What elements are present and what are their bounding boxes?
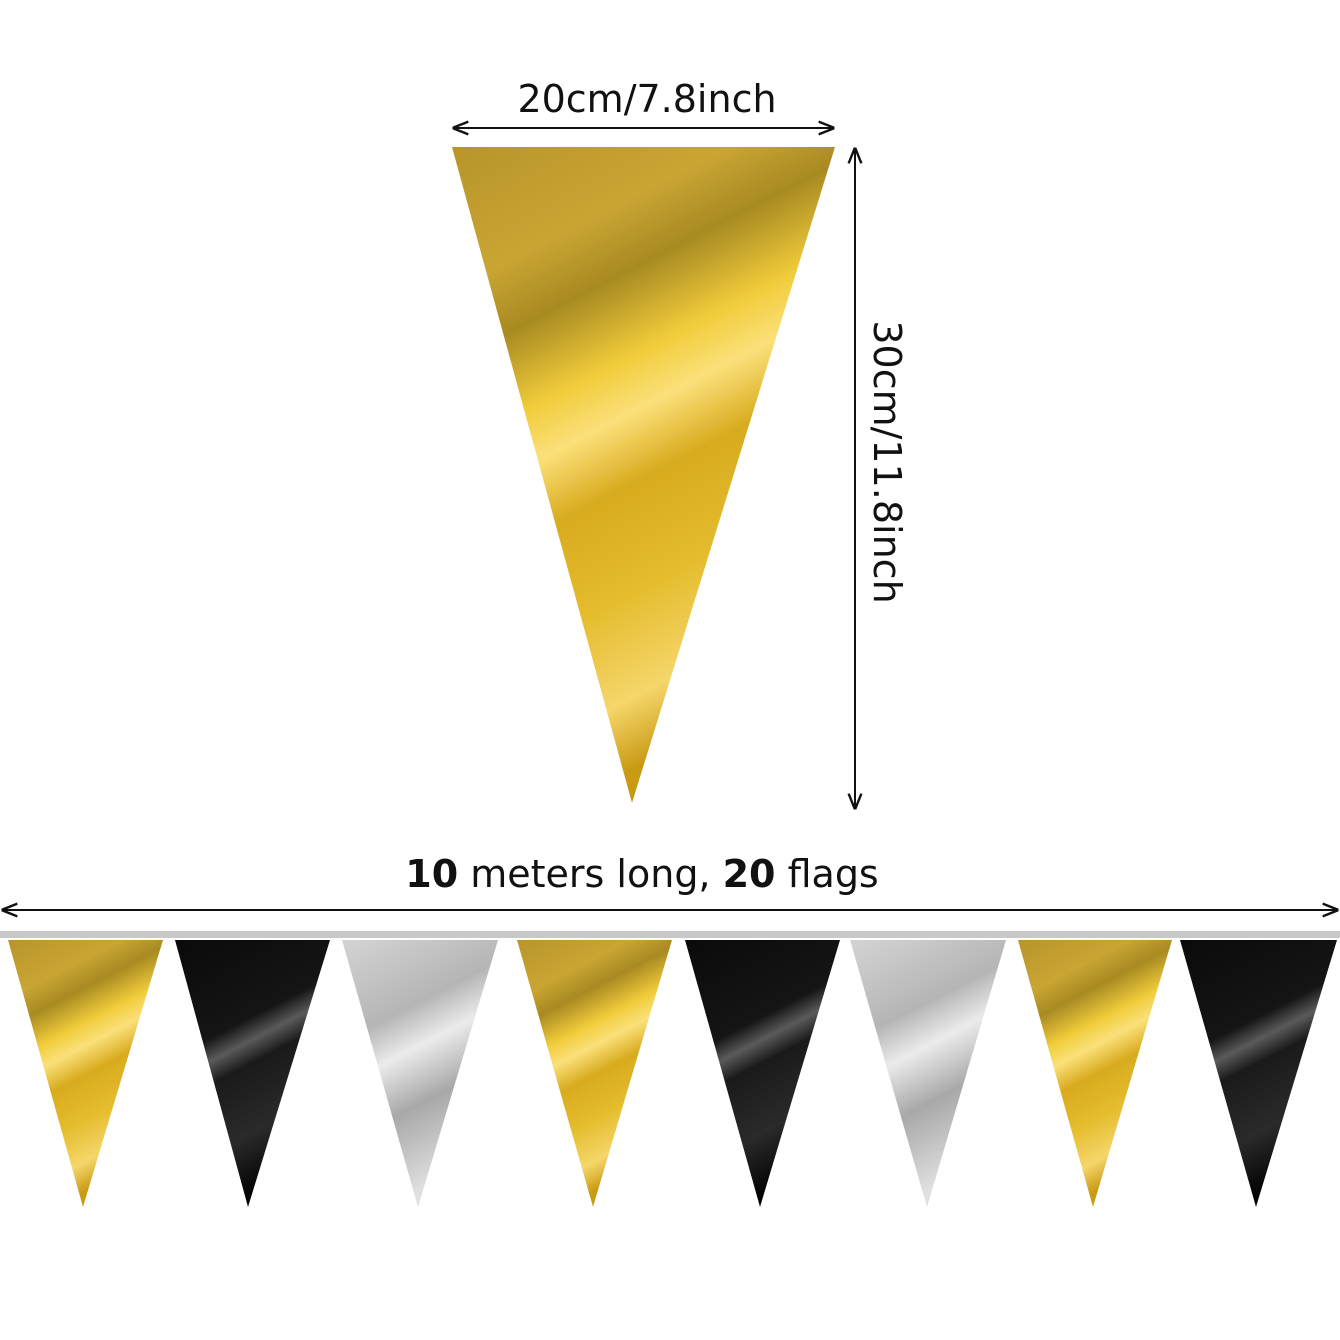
flag-count: 20: [723, 852, 776, 896]
flag: [517, 940, 672, 1207]
bunting-string: [0, 931, 1340, 938]
flag-text: flags: [788, 852, 879, 896]
flag: [8, 940, 163, 1207]
length-text: meters long,: [470, 852, 710, 896]
flag: [1018, 940, 1172, 1207]
flag: [175, 940, 330, 1207]
width-label: 20cm/7.8inch: [517, 77, 776, 121]
flag: [850, 940, 1006, 1207]
flag: [685, 940, 840, 1207]
length-label: 10 meters long, 20 flags: [405, 852, 878, 896]
flag: [1180, 940, 1337, 1207]
length-number: 10: [405, 852, 458, 896]
flag: [342, 940, 498, 1207]
flag-closeup: [452, 147, 835, 803]
height-label: 30cm/11.8inch: [865, 320, 909, 603]
bunting-flags: [8, 940, 1337, 1207]
